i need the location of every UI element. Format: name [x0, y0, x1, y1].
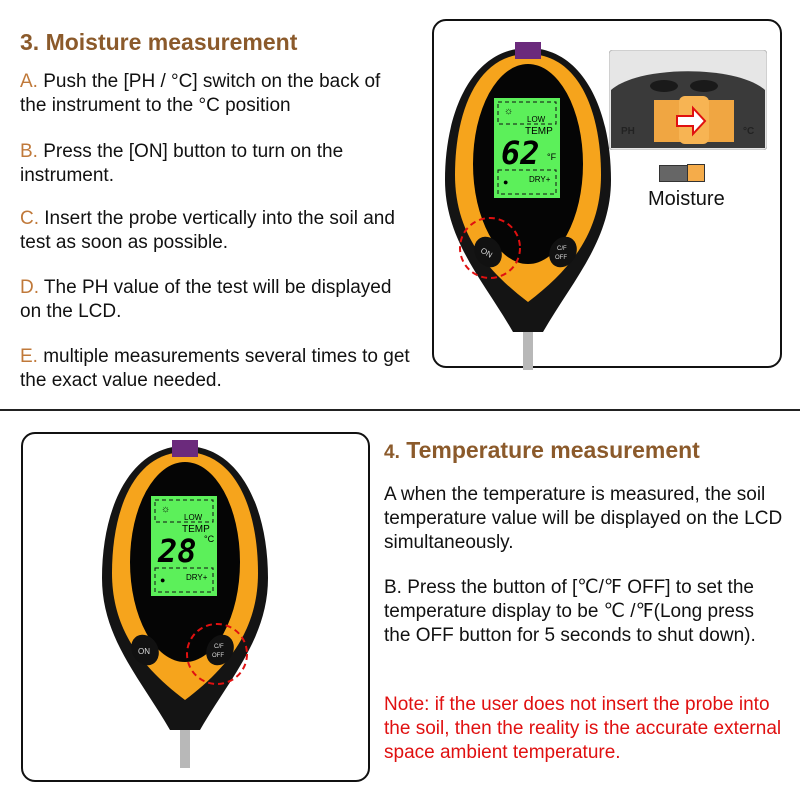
lcd-value: 28 [157, 532, 197, 570]
lcd-temp: TEMP [182, 524, 210, 535]
water-drop-icon: ● [160, 575, 165, 585]
off-label: OFF [212, 653, 224, 659]
step-letter: E. [20, 346, 38, 367]
cf-label: C/F [557, 246, 567, 252]
arrow-right-icon [676, 105, 707, 137]
on-button[interactable]: ON [469, 232, 508, 273]
cf-off-button[interactable]: C/F OFF [544, 232, 583, 273]
off-label: OFF [555, 255, 567, 261]
water-drop-icon: ● [503, 177, 508, 187]
lcd-top-frame [497, 101, 557, 125]
step-text: The PH value of the test will be display… [20, 277, 392, 322]
lcd-dry: DRY+ [186, 573, 208, 582]
lcd-bottom-frame [497, 169, 557, 195]
temperature-note: Note: if the user does not insert the pr… [384, 694, 782, 763]
section-divider [0, 409, 800, 411]
lcd-screen [151, 496, 217, 596]
step-text: Press the [ON] button to turn on the ins… [20, 141, 344, 186]
step-a: A. Push the [PH / °C] switch on the back… [20, 70, 410, 118]
cf-label: C/F [214, 644, 224, 650]
soil-meter-moisture: ☼ LOW TEMP 62 °F ● DRY+ ON C/F OFF [445, 42, 611, 370]
switch-closeup: PH °C [609, 50, 767, 150]
temperature-para-a: A when the temperature is measured, the … [384, 484, 783, 553]
lcd-low: LOW [184, 513, 203, 522]
lcd-temp: TEMP [525, 126, 553, 137]
heading-text: Temperature measurement [399, 437, 700, 463]
probe [523, 325, 533, 370]
on-label: ON [138, 647, 150, 656]
lcd-top-frame [154, 499, 214, 523]
soil-meter-temperature: ☼ LOW TEMP 28 °C ● DRY+ ON C/F OFF [102, 440, 268, 768]
step-d: D. The PH value of the test will be disp… [20, 276, 410, 324]
lcd-value: 62 [501, 134, 540, 172]
lcd-bottom-frame [154, 567, 214, 593]
sun-icon: ☼ [161, 504, 170, 515]
step-letter: D. [20, 277, 39, 298]
step-text: Insert the probe vertically into the soi… [20, 208, 395, 253]
step-e: E. multiple measurements several times t… [20, 345, 410, 393]
section3-heading: 3. Moisture measurement [20, 29, 298, 55]
step-letter: C. [20, 208, 39, 229]
switch-mark-c: °C [743, 126, 754, 137]
light-sensor [172, 440, 198, 457]
lcd-screen [494, 98, 560, 198]
highlight-circle [459, 217, 521, 279]
switch-icon-knob [687, 164, 705, 182]
step-text: multiple measurements several times to g… [20, 346, 410, 391]
step-b: B. Press the [ON] button to turn on the … [20, 140, 410, 188]
light-sensor [515, 42, 541, 59]
step-text: Push the [PH / °C] switch on the back of… [20, 71, 381, 116]
step-letter: B. [20, 141, 38, 162]
switch-icon-track [659, 165, 688, 182]
temperature-para-b: B. Press the button of [℃/℉ OFF] to set … [384, 577, 756, 646]
highlight-circle [186, 623, 248, 685]
section4-heading: 4. Temperature measurement [384, 437, 700, 464]
step-c: C. Insert the probe vertically into the … [20, 207, 410, 255]
lcd-unit: °F [547, 152, 557, 162]
moisture-label: Moisture [648, 188, 725, 210]
cf-off-button[interactable]: C/F OFF [201, 630, 240, 671]
lcd-low: LOW [527, 115, 546, 124]
switch-mark-ph: PH [621, 126, 635, 137]
lcd-dry: DRY+ [529, 175, 551, 184]
lcd-unit: °C [204, 534, 215, 544]
section3-steps: A. Push the [PH / °C] switch on the back… [20, 70, 410, 393]
probe [180, 723, 190, 768]
sun-icon: ☼ [504, 106, 513, 117]
on-button[interactable]: ON [126, 630, 165, 671]
heading-number: 4. [384, 442, 400, 463]
step-letter: A. [20, 71, 38, 92]
